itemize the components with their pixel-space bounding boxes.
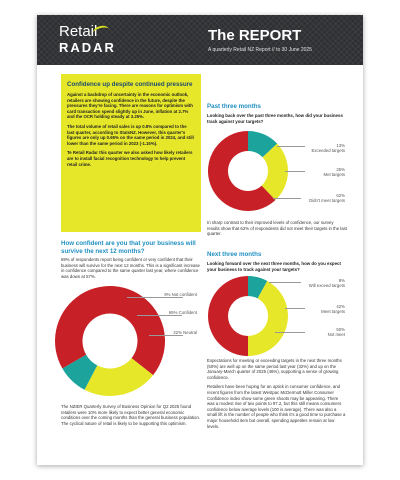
intro-title: Confidence up despite continued pressure	[67, 81, 193, 88]
next-paragraph-2: Retailers have been hoping for an uptick…	[207, 384, 346, 429]
next-label-not-meet-pct: 50%	[336, 327, 345, 332]
past-label-met-text: Met targets	[323, 172, 346, 177]
report-page: Retail RADAR The REPORT A quarterly Reta…	[37, 15, 363, 465]
past-leader-2	[285, 171, 305, 172]
past-leader-3	[273, 198, 301, 199]
report-title: The REPORT	[208, 27, 302, 44]
next-slice-will-exceed-targets	[248, 276, 268, 299]
survive-leader-1	[127, 297, 183, 298]
retail-radar-logo: Retail RADAR	[59, 24, 169, 60]
next-label-meet-text: Meet targets	[321, 309, 345, 314]
survive-label-not-confident: 9% Not confident	[164, 292, 197, 297]
past-slice-didn-t-meet-targets	[207, 131, 276, 211]
past-donut-chart	[207, 131, 288, 211]
past-slice-met-targets	[261, 143, 288, 201]
intro-paragraph-3: Te Retail Radar this quarter we also ask…	[67, 150, 193, 167]
next-donut-chart	[208, 276, 288, 356]
past-label-met-pct: 25%	[336, 167, 345, 172]
survive-leader-2	[137, 315, 182, 316]
next-question: Looking forward over the next three mont…	[207, 261, 341, 272]
next-slice-meet-targets	[248, 280, 288, 356]
next-label-exceed-text: Will exceed targets	[308, 283, 345, 288]
report-subtitle: A quarterly Retail NZ Report // to 30 Ju…	[208, 47, 312, 53]
past-label-exceeded-text: Exceeded targets	[311, 148, 345, 153]
past-label-exceeded-pct: 13%	[336, 143, 345, 148]
intro-box: Confidence up despite continued pressure…	[61, 74, 201, 232]
past-slice-exceeded-targets	[248, 131, 278, 158]
next-paragraph-1: Expectations for meeting or exceeding ta…	[207, 358, 342, 380]
next-leader-2	[285, 308, 305, 309]
next-text-block: Expectations for meeting or exceeding ta…	[207, 358, 347, 433]
next-label-meet-pct: 42%	[336, 304, 345, 309]
past-paragraph: In sharp contrast to their improved leve…	[207, 220, 347, 237]
survive-slice-not-confident	[62, 354, 98, 390]
survive-heading: How confident are you that your business…	[61, 240, 196, 255]
past-label-didnt-meet: 62% Didn't meet targets	[301, 193, 345, 203]
past-label-exceeded: 13% Exceeded targets	[305, 143, 345, 153]
survive-slice-neutral	[84, 358, 154, 396]
logo-retail-text: Retail	[59, 23, 98, 40]
logo-radar-text: RADAR	[59, 40, 116, 55]
next-label-exceed: 8% Will exceed targets	[301, 278, 345, 288]
next-label-exceed-pct: 8%	[338, 278, 345, 283]
report-header: Retail RADAR The REPORT A quarterly Reta…	[37, 15, 363, 65]
next-heading: Next three months	[207, 251, 262, 258]
past-label-didnt-meet-pct: 62%	[336, 193, 345, 198]
past-label-met: 25% Met targets	[305, 167, 346, 177]
intro-paragraph-2: The total volume of retail sales is up 0…	[67, 123, 194, 146]
past-heading: Past three months	[207, 103, 261, 110]
next-label-not-meet: 50% Not meet	[305, 327, 345, 337]
past-label-didnt-meet-text: Didn't meet targets	[309, 198, 345, 203]
past-question: Looking back over the past three months,…	[207, 113, 343, 124]
past-leader-1	[277, 146, 305, 147]
next-leader-3	[275, 332, 305, 333]
next-label-meet: 42% Meet targets	[305, 304, 345, 314]
next-slice-not-meet	[208, 276, 248, 356]
next-label-not-meet-text: Not meet	[327, 332, 345, 337]
survive-paragraph: 69% of respondents report being confiden…	[61, 257, 200, 279]
survive-label-confident: 69% Confident	[168, 310, 197, 315]
survive-label-neutral: 22% Neutral	[173, 330, 197, 335]
survive-slice-confident	[55, 286, 165, 376]
next-leader-1	[269, 282, 301, 283]
intro-paragraph-1: Against a backdrop of uncertainty in the…	[67, 92, 193, 120]
survive-donut-chart	[55, 286, 165, 396]
survive-bottom-paragraph: The NZIER Quarterly Survey of Business O…	[61, 404, 201, 426]
survive-leader-3	[149, 335, 183, 336]
